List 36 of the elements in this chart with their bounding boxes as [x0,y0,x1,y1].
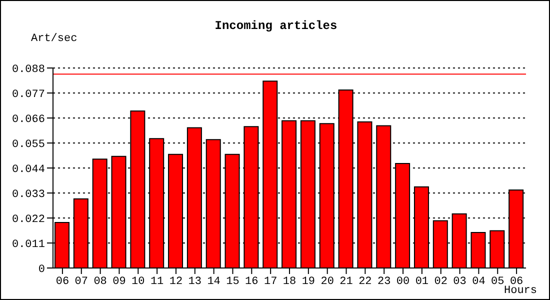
x-tick-label: 07 [74,276,88,288]
x-tick-label: 18 [282,276,296,288]
x-tick-label: 05 [491,276,504,288]
x-tick-label: 20 [320,276,334,288]
x-tick-label: 23 [378,276,391,288]
y-axis-title: Art/sec [31,33,78,45]
y-tick-label: 0.044 [12,164,46,176]
x-tick-label: 08 [94,276,107,288]
x-tick-label: 22 [358,276,372,288]
x-tick-label: 02 [434,276,448,288]
x-tick-label: 19 [302,276,316,288]
x-tick-label: 12 [169,276,183,288]
x-tick-label: 03 [453,276,466,288]
chart-title: Incoming articles [214,19,338,33]
y-tick-label: 0.022 [12,214,45,226]
y-tick-label: 0.077 [12,88,45,101]
x-tick-label: 21 [340,276,354,288]
x-tick-label: 17 [264,276,278,288]
y-tick-label: 0.033 [12,188,45,201]
y-tick-label: 0 [38,264,45,276]
x-axis-title: Hours [504,285,538,297]
x-tick-label: 13 [188,276,202,288]
x-tick-label: 15 [226,276,240,288]
y-tick-label: 0.066 [12,114,45,126]
x-tick-label: 09 [112,276,126,288]
y-tick-label: 0.055 [12,138,45,151]
x-tick-label: 00 [396,276,410,288]
x-tick-label: 16 [245,276,258,288]
x-tick-label: 04 [472,276,486,288]
x-tick-label: 06 [56,276,70,288]
x-tick-label: 10 [132,276,145,288]
x-tick-label: 01 [415,276,429,288]
x-tick-label: 14 [207,276,221,288]
y-tick-label: 0.011 [12,238,46,251]
x-tick-label: 11 [150,276,164,288]
y-tick-label: 0.088 [12,64,45,76]
